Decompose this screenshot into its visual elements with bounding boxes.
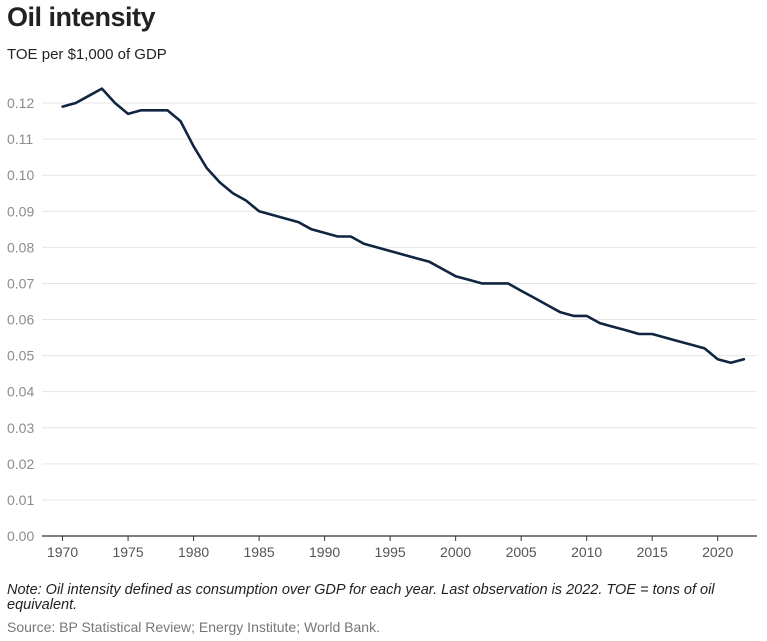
- x-tick-label: 1980: [178, 544, 209, 560]
- x-tick-label: 2005: [506, 544, 537, 560]
- x-tick-label: 1995: [375, 544, 406, 560]
- y-tick-label: 0.11: [7, 131, 33, 147]
- chart-note: Note: Oil intensity defined as consumpti…: [7, 582, 715, 613]
- x-axis-ticks: 1970 1975 1980 1985 1990 1995 2000 2005 2010 2015…: [47, 536, 733, 560]
- y-tick-label: 0.02: [7, 456, 34, 472]
- y-tick-label: 0.09: [7, 203, 34, 219]
- chart-subtitle: TOE per $1,000 of GDP: [7, 46, 167, 63]
- x-tick-label: 2020: [702, 544, 733, 560]
- y-tick-label: 0.03: [7, 420, 34, 436]
- chart-title: Oil intensity: [7, 2, 156, 32]
- y-axis-ticks: 0.00 0.01 0.02 0.03 0.04 0.05 0.06 0.07 0.08 0.09…: [7, 95, 34, 544]
- gridlines: [42, 102, 757, 501]
- series-layer: [61, 87, 746, 365]
- series-line: [61, 87, 746, 365]
- y-tick-label: 0.01: [7, 492, 34, 508]
- y-tick-label: 0.10: [7, 167, 34, 183]
- y-tick-label: 0.07: [7, 275, 34, 291]
- chart-source: Source: BP Statistical Review; Energy In…: [7, 619, 380, 635]
- x-tick-label: 1975: [112, 544, 143, 560]
- y-tick-label: 0.05: [7, 348, 34, 364]
- y-tick-label: 0.00: [7, 528, 34, 544]
- y-tick-label: 0.06: [7, 312, 34, 328]
- x-tick-label: 1985: [244, 544, 275, 560]
- y-tick-label: 0.08: [7, 239, 34, 255]
- x-tick-label: 2015: [637, 544, 668, 560]
- x-tick-label: 2010: [571, 544, 602, 560]
- x-tick-label: 1990: [309, 544, 340, 560]
- y-tick-label: 0.12: [7, 95, 34, 111]
- x-tick-label: 2000: [440, 544, 471, 560]
- x-tick-label: 1970: [47, 544, 78, 560]
- y-tick-label: 0.04: [7, 384, 34, 400]
